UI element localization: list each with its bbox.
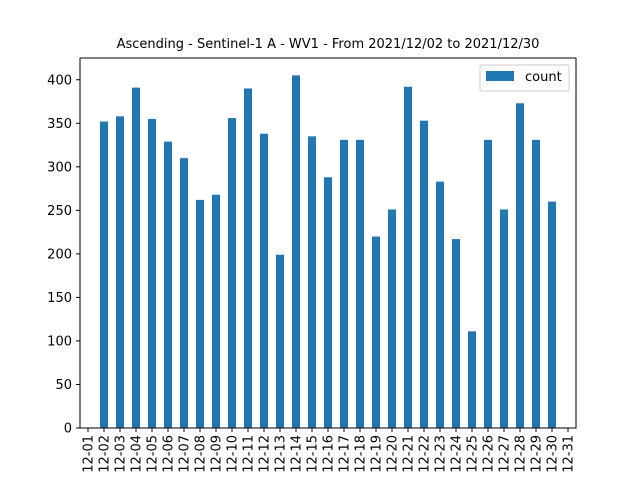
bar-12-25	[468, 331, 476, 428]
legend-label: count	[525, 70, 562, 85]
legend: count	[479, 64, 570, 92]
bar-12-02	[100, 121, 108, 428]
x-tick-label: 12-29	[530, 435, 545, 473]
bars-group	[100, 75, 556, 429]
bar-12-13	[276, 254, 284, 428]
x-tick-label: 12-24	[450, 435, 465, 473]
x-tick-label: 12-16	[322, 435, 337, 473]
x-tick-label: 12-25	[466, 435, 481, 473]
x-axis: 12-01 12-02 12-03 12-04 12-05 12-06 12-07 12-08…	[82, 428, 577, 473]
x-tick-label: 12-23	[434, 435, 449, 473]
bar-12-07	[180, 158, 188, 428]
x-tick-label: 12-14	[290, 435, 305, 473]
x-tick-label: 12-05	[146, 435, 161, 473]
bar-12-22	[420, 120, 428, 429]
y-tick-label: 100	[47, 334, 72, 349]
x-tick-label: 12-04	[130, 435, 145, 473]
bar-12-28	[516, 103, 524, 428]
bar-12-04	[132, 87, 140, 428]
bar-12-15	[308, 136, 316, 428]
x-tick-label: 12-15	[306, 435, 321, 473]
x-tick-label: 12-26	[482, 435, 497, 473]
bar-12-05	[148, 118, 156, 429]
bar-12-06	[164, 141, 172, 428]
x-tick-label: 12-22	[418, 435, 433, 473]
x-tick-label: 12-13	[274, 435, 289, 473]
bar-12-29	[532, 139, 540, 428]
x-tick-label: 12-18	[354, 435, 369, 473]
y-tick-label: 300	[47, 160, 72, 175]
y-tick-label: 400	[47, 73, 72, 88]
x-tick-label: 12-28	[514, 435, 529, 473]
bar-12-23	[436, 181, 444, 428]
plot-area-frame	[79, 57, 577, 429]
bar-12-27	[500, 209, 508, 428]
x-tick-label: 12-10	[226, 435, 241, 473]
bar-12-26	[484, 139, 492, 428]
bar-12-24	[452, 239, 460, 428]
x-tick-label: 12-12	[258, 435, 273, 473]
x-tick-label: 12-08	[194, 435, 209, 473]
x-tick-label: 12-03	[114, 435, 129, 473]
x-tick-label: 12-19	[370, 435, 385, 473]
bar-12-10	[228, 118, 236, 428]
x-tick-label: 12-09	[210, 435, 225, 473]
bar-12-19	[372, 236, 380, 428]
x-tick-label: 12-31	[562, 435, 577, 473]
bar-12-16	[324, 177, 332, 428]
x-tick-label: 12-17	[338, 435, 353, 473]
bar-12-30	[548, 201, 556, 428]
chart-title: Ascending - Sentinel-1 A - WV1 - From 20…	[117, 37, 540, 52]
bar-12-18	[356, 139, 364, 428]
y-tick-label: 250	[47, 204, 72, 219]
x-tick-label: 12-20	[386, 435, 401, 473]
x-tick-label: 12-07	[178, 435, 193, 473]
y-tick-label: 150	[47, 291, 72, 306]
x-tick-label: 12-30	[546, 435, 561, 473]
bar-12-20	[388, 209, 396, 428]
y-tick-label: 200	[47, 247, 72, 262]
bar-12-03	[116, 116, 124, 429]
bar-12-08	[196, 199, 204, 428]
bar-12-14	[292, 75, 300, 428]
bar-12-12	[260, 133, 268, 428]
x-tick-label: 12-27	[498, 435, 513, 473]
x-tick-label: 12-11	[242, 435, 257, 473]
y-tick-label: 0	[64, 422, 72, 437]
bar-12-17	[340, 139, 348, 428]
y-axis: 0 50 100 150 200 250 300 350 400	[47, 73, 80, 437]
x-tick-label: 12-21	[402, 435, 417, 473]
bar-12-21	[404, 86, 412, 429]
y-tick-label: 50	[55, 378, 72, 393]
x-tick-label: 12-06	[162, 435, 177, 473]
y-tick-label: 350	[47, 117, 72, 132]
x-tick-label: 12-01	[82, 435, 97, 473]
bar-12-11	[244, 88, 252, 429]
x-tick-label: 12-02	[98, 435, 113, 473]
bar-12-09	[212, 194, 220, 428]
legend-swatch	[486, 71, 514, 81]
